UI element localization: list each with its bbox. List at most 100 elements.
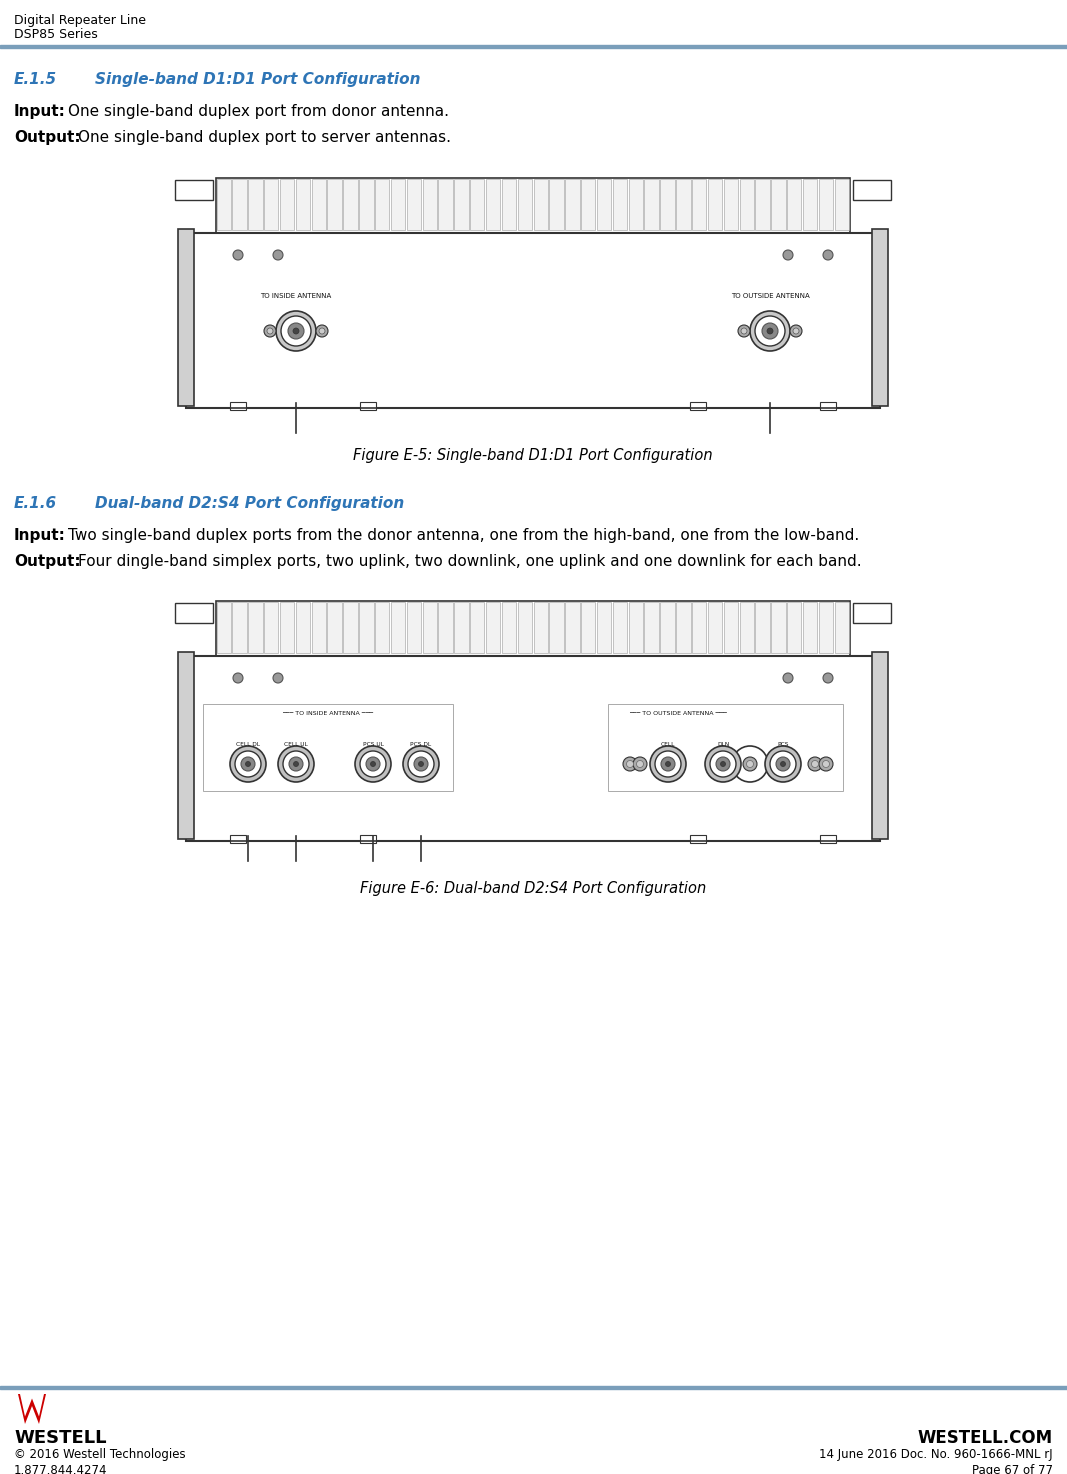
Circle shape (655, 750, 681, 777)
Text: Page 67 of 77: Page 67 of 77 (972, 1464, 1053, 1474)
Text: Figure E-6: Dual-band D2:S4 Port Configuration: Figure E-6: Dual-band D2:S4 Port Configu… (360, 881, 706, 896)
Text: WESTELL.COM: WESTELL.COM (918, 1428, 1053, 1447)
Circle shape (370, 762, 376, 766)
Bar (517, 178, 532, 230)
Circle shape (808, 758, 822, 771)
Circle shape (633, 758, 647, 771)
Text: DLN: DLN (717, 741, 729, 747)
Circle shape (783, 674, 793, 682)
Bar (328, 601, 341, 653)
Bar (771, 178, 785, 230)
Bar (455, 178, 468, 230)
Bar (233, 601, 246, 653)
Bar (230, 834, 246, 843)
Circle shape (623, 758, 637, 771)
Circle shape (823, 761, 829, 768)
Circle shape (790, 324, 802, 338)
Circle shape (750, 311, 790, 351)
Bar (328, 178, 341, 230)
Text: Figure E-5: Single-band D1:D1 Port Configuration: Figure E-5: Single-band D1:D1 Port Confi… (353, 448, 713, 463)
Circle shape (793, 329, 799, 335)
Text: PCS DL: PCS DL (411, 741, 431, 747)
Text: TO INSIDE ANTENNA: TO INSIDE ANTENNA (260, 293, 332, 299)
Bar (596, 178, 611, 230)
Circle shape (666, 762, 670, 766)
Bar (375, 601, 389, 653)
Bar (534, 601, 547, 653)
Circle shape (823, 251, 833, 259)
Circle shape (705, 746, 740, 783)
Circle shape (289, 758, 303, 771)
Bar (501, 601, 516, 653)
Circle shape (755, 315, 785, 346)
Bar (186, 233, 880, 408)
Bar (407, 601, 421, 653)
Bar (834, 601, 849, 653)
Bar (818, 601, 833, 653)
Text: Output:: Output: (14, 130, 81, 144)
Circle shape (355, 746, 391, 783)
Bar (344, 178, 357, 230)
Bar (439, 601, 452, 653)
Bar (391, 178, 405, 230)
Bar (407, 178, 421, 230)
Circle shape (230, 746, 266, 783)
Circle shape (283, 750, 309, 777)
Circle shape (360, 750, 386, 777)
Circle shape (762, 323, 778, 339)
Text: CELL: CELL (660, 741, 675, 747)
Text: ─── TO OUTSIDE ANTENNA ───: ─── TO OUTSIDE ANTENNA ─── (630, 710, 727, 716)
Circle shape (650, 746, 686, 783)
Bar (818, 178, 833, 230)
Circle shape (245, 762, 251, 766)
Bar (217, 601, 230, 653)
Bar (175, 180, 213, 200)
Bar (676, 601, 690, 653)
Bar (550, 178, 563, 230)
Circle shape (732, 746, 768, 783)
Circle shape (747, 761, 753, 768)
Circle shape (819, 758, 833, 771)
Circle shape (278, 746, 314, 783)
Circle shape (288, 323, 304, 339)
Bar (566, 178, 579, 230)
Bar (423, 601, 436, 653)
Circle shape (780, 762, 785, 766)
Text: E.1.6: E.1.6 (14, 495, 58, 511)
Circle shape (403, 746, 439, 783)
Circle shape (720, 762, 726, 766)
Text: Input:: Input: (14, 105, 66, 119)
Bar (787, 178, 801, 230)
Bar (203, 705, 453, 792)
Bar (178, 228, 194, 405)
Bar (853, 180, 891, 200)
Bar (455, 601, 468, 653)
Text: Output:: Output: (14, 554, 81, 569)
Circle shape (783, 251, 793, 259)
Bar (723, 178, 738, 230)
Text: © 2016 Westell Technologies: © 2016 Westell Technologies (14, 1447, 186, 1461)
Bar (612, 601, 627, 653)
Bar (296, 601, 310, 653)
Bar (217, 178, 230, 230)
Text: CELL UL: CELL UL (284, 741, 308, 747)
Bar (582, 178, 595, 230)
Text: TO OUTSIDE ANTENNA: TO OUTSIDE ANTENNA (731, 293, 810, 299)
Text: One single-band duplex port to server antennas.: One single-band duplex port to server an… (78, 130, 451, 144)
Bar (344, 601, 357, 653)
Circle shape (293, 762, 299, 766)
Bar (249, 178, 262, 230)
Circle shape (408, 750, 434, 777)
Bar (216, 178, 850, 233)
Bar (787, 601, 801, 653)
Bar (834, 178, 849, 230)
Bar (628, 601, 643, 653)
Bar (550, 601, 563, 653)
Bar (707, 601, 722, 653)
Bar (230, 402, 246, 410)
Circle shape (235, 750, 261, 777)
Circle shape (366, 758, 380, 771)
Bar (872, 228, 888, 405)
Circle shape (316, 324, 328, 338)
Bar (391, 601, 405, 653)
